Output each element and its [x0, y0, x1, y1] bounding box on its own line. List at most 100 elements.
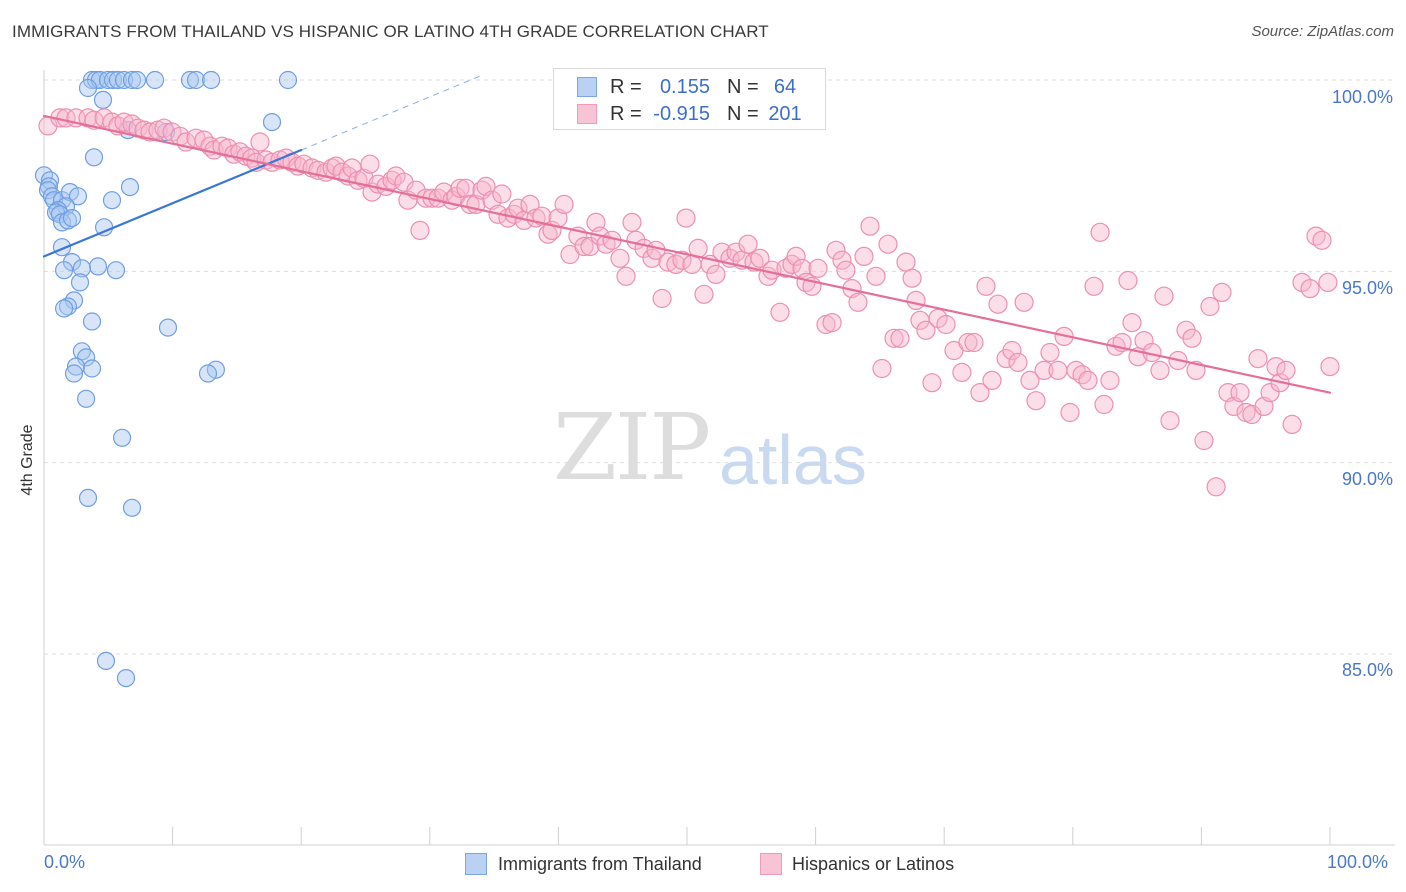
hispanic-point: [1002, 340, 1022, 361]
hispanic-point: [750, 248, 770, 268]
hispanic-point: [958, 332, 978, 353]
series-legend-label-thailand: Immigrants from Thailand: [498, 854, 702, 874]
thailand-point: [103, 70, 123, 90]
thailand-point: [68, 187, 88, 206]
hispanic-point: [860, 216, 880, 236]
hispanic-point: [872, 358, 892, 379]
hispanic-point: [1312, 230, 1332, 250]
thailand-point: [78, 78, 98, 98]
thailand-point: [262, 112, 282, 132]
hispanic-point: [854, 246, 874, 266]
hispanic-point: [916, 320, 936, 340]
chart-title: IMMIGRANTS FROM THAILAND VS HISPANIC OR …: [12, 22, 769, 41]
thailand-point: [106, 261, 126, 280]
hispanic-point: [1282, 414, 1302, 434]
thailand-point: [93, 90, 113, 110]
thailand-point: [202, 70, 221, 90]
legend-n-label: N =: [727, 76, 759, 98]
thailand-point: [108, 70, 128, 90]
hispanic-point: [896, 252, 916, 272]
thailand-point: [66, 357, 86, 376]
hispanic-point: [770, 302, 790, 322]
thailand-point: [96, 651, 116, 671]
thailand-point: [98, 70, 118, 90]
hispanic-point: [1094, 394, 1114, 415]
hispanic-point: [1020, 370, 1040, 390]
hispanic-point: [832, 250, 852, 270]
thailand-point: [278, 70, 298, 90]
hispanic-point: [922, 373, 942, 393]
hispanic-point: [1154, 286, 1174, 306]
series-legend-label-hispanic: Hispanics or Latinos: [792, 854, 955, 874]
thailand-point: [120, 178, 140, 197]
hispanic-point: [988, 294, 1008, 314]
x-tick-label-100: 100.0%: [1327, 852, 1389, 872]
thailand-point: [78, 488, 98, 507]
thailand-point: [158, 318, 178, 337]
thailand-point: [34, 166, 54, 185]
hispanic-point: [492, 184, 512, 204]
thailand-point: [102, 191, 122, 210]
hispanic-point: [884, 328, 904, 348]
hispanic-point: [976, 276, 996, 296]
thailand-point: [64, 364, 84, 383]
thailand-point: [122, 498, 142, 517]
legend-n-value-hispanic: 201: [768, 103, 802, 125]
hispanic-point: [554, 194, 574, 214]
hispanic-point: [952, 362, 972, 382]
hispanic-point: [360, 154, 380, 174]
hispanic-point: [482, 190, 502, 210]
hispanic-point: [982, 370, 1002, 390]
hispanic-point: [866, 266, 886, 286]
y-tick-label-100: 100.0%: [1331, 87, 1393, 107]
thailand-point: [76, 389, 96, 408]
hispanic-point: [792, 258, 812, 278]
hispanic-point: [456, 178, 476, 198]
hispanic-point: [574, 236, 594, 257]
thailand-point: [127, 70, 147, 90]
hispanic-point: [1194, 430, 1214, 451]
hispanic-point: [1320, 357, 1340, 377]
thailand-point: [186, 70, 206, 90]
legend-r-label: R =: [610, 103, 642, 125]
source-credit: Source: ZipAtlas.com: [1251, 23, 1394, 40]
legend-n-label: N =: [727, 103, 759, 125]
thailand-point: [180, 70, 200, 90]
thailand-point: [145, 70, 165, 90]
hispanic-point: [1200, 296, 1220, 317]
hispanic-point: [1276, 360, 1296, 380]
thailand-point: [76, 348, 96, 367]
thailand-point: [112, 428, 132, 447]
hispanic-point: [1318, 272, 1338, 292]
y-tick-label-95: 95.0%: [1341, 278, 1393, 298]
hispanic-point: [970, 383, 990, 403]
watermark-atlas-logo: atlas: [719, 421, 867, 499]
thailand-point: [82, 359, 102, 378]
hispanic-point: [658, 252, 678, 272]
hispanic-point: [672, 250, 692, 270]
hispanic-point: [1090, 222, 1110, 242]
hispanic-point: [1266, 357, 1286, 377]
legend-swatch-hispanic: [577, 104, 597, 124]
thailand-point: [82, 312, 102, 331]
hispanic-point: [114, 112, 134, 132]
thailand-point: [62, 209, 82, 228]
y-tick-label-85: 85.0%: [1341, 660, 1393, 680]
hispanic-point: [706, 264, 726, 284]
hispanic-point: [1048, 360, 1068, 380]
x-tick-label-0: 0.0%: [44, 852, 86, 872]
hispanic-point: [878, 234, 898, 254]
hispanic-point: [250, 132, 270, 152]
hispanic-point: [1118, 270, 1138, 291]
thailand-point: [88, 257, 108, 276]
hispanic-point: [1014, 292, 1034, 312]
hispanic-point: [1230, 383, 1250, 403]
hispanic-point: [822, 313, 842, 333]
hispanic-point: [826, 240, 846, 260]
legend-r-value-thailand: 0.155: [659, 76, 710, 98]
hispanic-point: [450, 178, 470, 198]
hispanic-point: [836, 260, 856, 280]
hispanic-point: [652, 288, 672, 309]
hispanic-point: [1248, 349, 1268, 369]
